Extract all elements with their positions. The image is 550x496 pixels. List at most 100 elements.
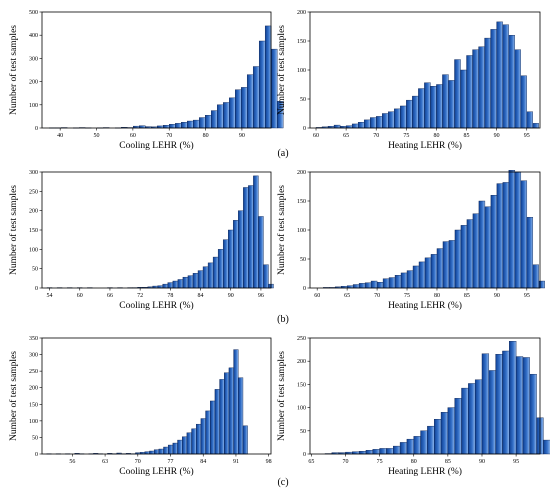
histogram-bar (418, 261, 426, 289)
y-tick-label: 0 (35, 452, 38, 458)
x-tick-label: 77 (168, 459, 174, 465)
x-tick-label: 63 (102, 459, 108, 465)
histogram-bar (495, 354, 503, 455)
y-tick-label: 250 (29, 189, 38, 195)
y-axis-label: Number of test samples (276, 185, 287, 275)
y-tick-label: 100 (297, 228, 306, 234)
histogram-bar (370, 117, 377, 129)
x-tick-label: 54 (47, 293, 53, 299)
histogram-bar (466, 219, 474, 289)
histogram-bar (222, 239, 229, 289)
axis-frame (41, 11, 272, 129)
y-tick-label: 200 (29, 80, 38, 86)
histogram-bar (406, 438, 414, 455)
histogram-bar (172, 442, 178, 455)
histogram-bar (502, 24, 509, 129)
histogram-bar (522, 357, 530, 455)
x-tick-label: 70 (166, 133, 172, 139)
x-tick-label: 84 (198, 293, 204, 299)
histogram-bar (186, 432, 192, 455)
histogram-bar (420, 430, 428, 455)
x-tick-label: 80 (411, 459, 417, 465)
histogram-bar (233, 220, 239, 289)
x-tick-label: 91 (233, 459, 239, 465)
histogram-bar (158, 448, 164, 455)
y-tick-label: 200 (29, 209, 38, 215)
histogram-bar (496, 183, 504, 289)
histogram-bar (205, 410, 211, 455)
x-axis-label: Cooling LEHR (%) (119, 140, 193, 151)
histogram-bar (153, 449, 160, 455)
histogram-bar (167, 282, 174, 289)
y-axis-label: Number of test samples (276, 351, 287, 441)
histogram-bar (196, 423, 202, 455)
histogram-bar (526, 217, 534, 289)
x-tick-label: 70 (135, 459, 141, 465)
histogram-chart: 54 60 66 72 78 84 90 96 0 50 100 150 200 250 300 Coolin… (8, 170, 274, 311)
histogram-bar (352, 284, 360, 289)
y-tick-label: 250 (297, 336, 306, 342)
histogram-bar (264, 25, 272, 129)
histogram-bar (163, 446, 169, 455)
histogram-bar (177, 279, 184, 289)
y-axis-label: Number of test samples (8, 351, 19, 441)
x-axis-label: Heating LEHR (%) (388, 300, 462, 311)
x-tick-label: 70 (373, 133, 379, 139)
x-tick-label: 90 (239, 133, 245, 139)
x-tick-label: 85 (464, 133, 470, 139)
histogram-bar (181, 436, 188, 455)
histogram-bar (358, 451, 367, 455)
histogram-bar (424, 257, 432, 289)
histogram-bar (454, 229, 462, 289)
histogram-bar (442, 241, 450, 289)
x-tick-label: 65 (344, 293, 350, 299)
x-tick-label: 75 (403, 133, 409, 139)
histogram-bar (454, 59, 461, 129)
histogram-bar (202, 266, 209, 289)
histogram-bar (394, 275, 402, 289)
histogram-bar (222, 102, 230, 129)
histogram-bar (199, 117, 206, 129)
histogram-chart: 65 70 75 80 85 90 95 0 50 100 150 200 250 Heating LEH… (276, 336, 550, 477)
histogram-bar (508, 35, 515, 129)
histogram-bar (238, 210, 244, 289)
histogram-bar (219, 379, 225, 455)
histogram-bar (478, 200, 486, 289)
axis-frame (309, 337, 541, 455)
histogram-bar (514, 49, 521, 129)
histogram-bar (217, 249, 224, 289)
histogram-bar (466, 55, 473, 129)
x-tick-label: 40 (57, 133, 63, 139)
x-tick-label: 60 (130, 133, 136, 139)
histogram-bar (532, 123, 539, 129)
histogram-bar (376, 116, 383, 129)
histogram-bar (490, 29, 497, 129)
y-tick-label: 100 (297, 406, 306, 412)
y-tick-label: 200 (29, 386, 38, 392)
histogram-bar (248, 185, 254, 289)
y-tick-label: 300 (29, 353, 38, 359)
histogram-bar (484, 37, 491, 129)
histogram-bar (412, 265, 420, 289)
histogram-bar (162, 283, 169, 289)
axis-frame (41, 337, 272, 455)
histogram-bar (243, 187, 249, 289)
y-tick-label: 400 (29, 33, 38, 39)
x-tick-label: 84 (200, 459, 206, 465)
y-tick-label: 100 (29, 419, 38, 425)
histogram-bar (424, 82, 431, 129)
x-tick-label: 65 (308, 459, 314, 465)
x-tick-label: 80 (203, 133, 209, 139)
x-axis-label: Cooling LEHR (%) (119, 300, 193, 311)
y-tick-label: 250 (29, 369, 38, 375)
histogram-bar (200, 418, 206, 455)
histogram-bar (496, 21, 503, 129)
x-tick-label: 70 (374, 293, 380, 299)
x-axis-label: Cooling LEHR (%) (119, 466, 193, 477)
histogram-bar (442, 74, 449, 129)
histogram-bar (363, 119, 371, 129)
histogram-bar (413, 436, 421, 455)
x-tick-label: 50 (94, 133, 100, 139)
histogram-bar (205, 115, 212, 129)
